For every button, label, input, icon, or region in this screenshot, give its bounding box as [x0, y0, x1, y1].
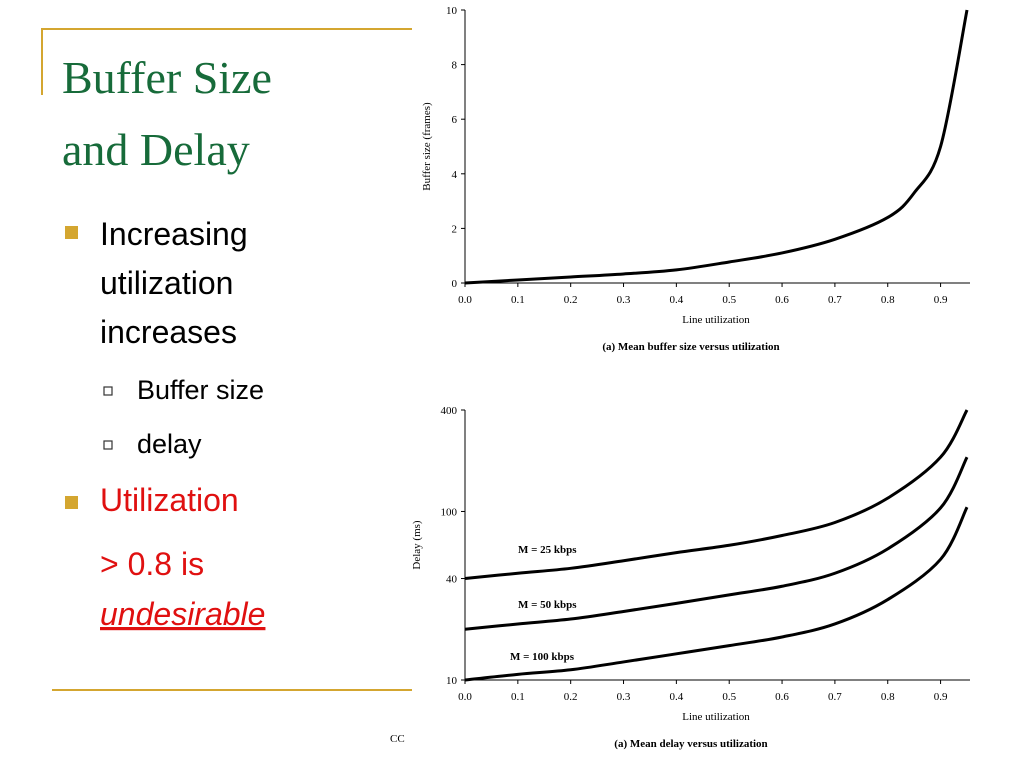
y-tick-label: 8 [452, 60, 458, 72]
slide-title: and Delay [62, 124, 250, 175]
x-tick-label: 0.6 [775, 691, 789, 703]
bullet [65, 496, 78, 509]
y-axis-label: Buffer size (frames) [421, 102, 433, 191]
line-series [464, 9, 969, 285]
x-tick-label: 0.9 [934, 294, 948, 306]
y-tick-label: 6 [452, 114, 458, 126]
bullet-text: > 0.8 is [100, 546, 204, 582]
x-tick-label: 0.7 [828, 691, 842, 703]
emphasis-text: undesirable [100, 596, 265, 632]
x-tick-label: 0.4 [669, 691, 683, 703]
x-tick-label: 0.4 [669, 294, 683, 306]
x-tick-label: 0.3 [617, 294, 631, 306]
x-axis-label: Line utilization [682, 711, 750, 723]
x-tick-label: 0.8 [881, 294, 895, 306]
x-tick-label: 0.0 [458, 294, 472, 306]
line-series [464, 506, 969, 682]
series-label: M = 100 kbps [510, 651, 575, 663]
line-series [464, 409, 969, 581]
x-tick-label: 0.5 [722, 294, 736, 306]
sub-bullet [103, 386, 113, 396]
sub-bullet-text: delay [137, 429, 202, 459]
series-label: M = 50 kbps [518, 599, 577, 611]
sub-bullet [103, 440, 113, 450]
x-axis-label: Line utilization [682, 314, 750, 326]
chart-caption: (a) Mean buffer size versus utilization [602, 341, 779, 353]
bullet-text: utilization [100, 265, 233, 301]
x-tick-label: 0.2 [564, 294, 578, 306]
y-axis-label: Delay (ms) [411, 520, 423, 570]
y-tick-label: 10 [446, 5, 458, 17]
bullet-text: Utilization [100, 482, 239, 518]
y-tick-label: 10 [446, 675, 458, 687]
series-label: M = 25 kbps [518, 544, 577, 556]
x-tick-label: 0.1 [511, 691, 525, 703]
x-tick-label: 0.7 [828, 294, 842, 306]
x-tick-label: 0.9 [934, 691, 948, 703]
y-tick-label: 4 [452, 169, 458, 181]
bullet [65, 226, 78, 239]
footer: CC [390, 733, 405, 745]
chart-caption: (a) Mean delay versus utilization [614, 738, 767, 750]
y-tick-label: 2 [452, 223, 458, 235]
y-tick-label: 40 [446, 574, 458, 586]
bullet-text: increases [100, 314, 237, 350]
line-series [464, 456, 969, 631]
x-tick-label: 0.2 [564, 691, 578, 703]
sub-bullet-text: Buffer size [137, 375, 264, 405]
x-tick-label: 0.6 [775, 294, 789, 306]
x-tick-label: 0.8 [881, 691, 895, 703]
x-tick-label: 0.3 [617, 691, 631, 703]
y-tick-label: 0 [452, 278, 458, 290]
x-tick-label: 0.0 [458, 691, 472, 703]
y-tick-label: 400 [441, 405, 458, 417]
bullet-text: Increasing [100, 216, 248, 252]
slide-title: Buffer Size [62, 52, 272, 103]
y-tick-label: 100 [441, 506, 458, 518]
x-tick-label: 0.5 [722, 691, 736, 703]
x-tick-label: 0.1 [511, 294, 525, 306]
